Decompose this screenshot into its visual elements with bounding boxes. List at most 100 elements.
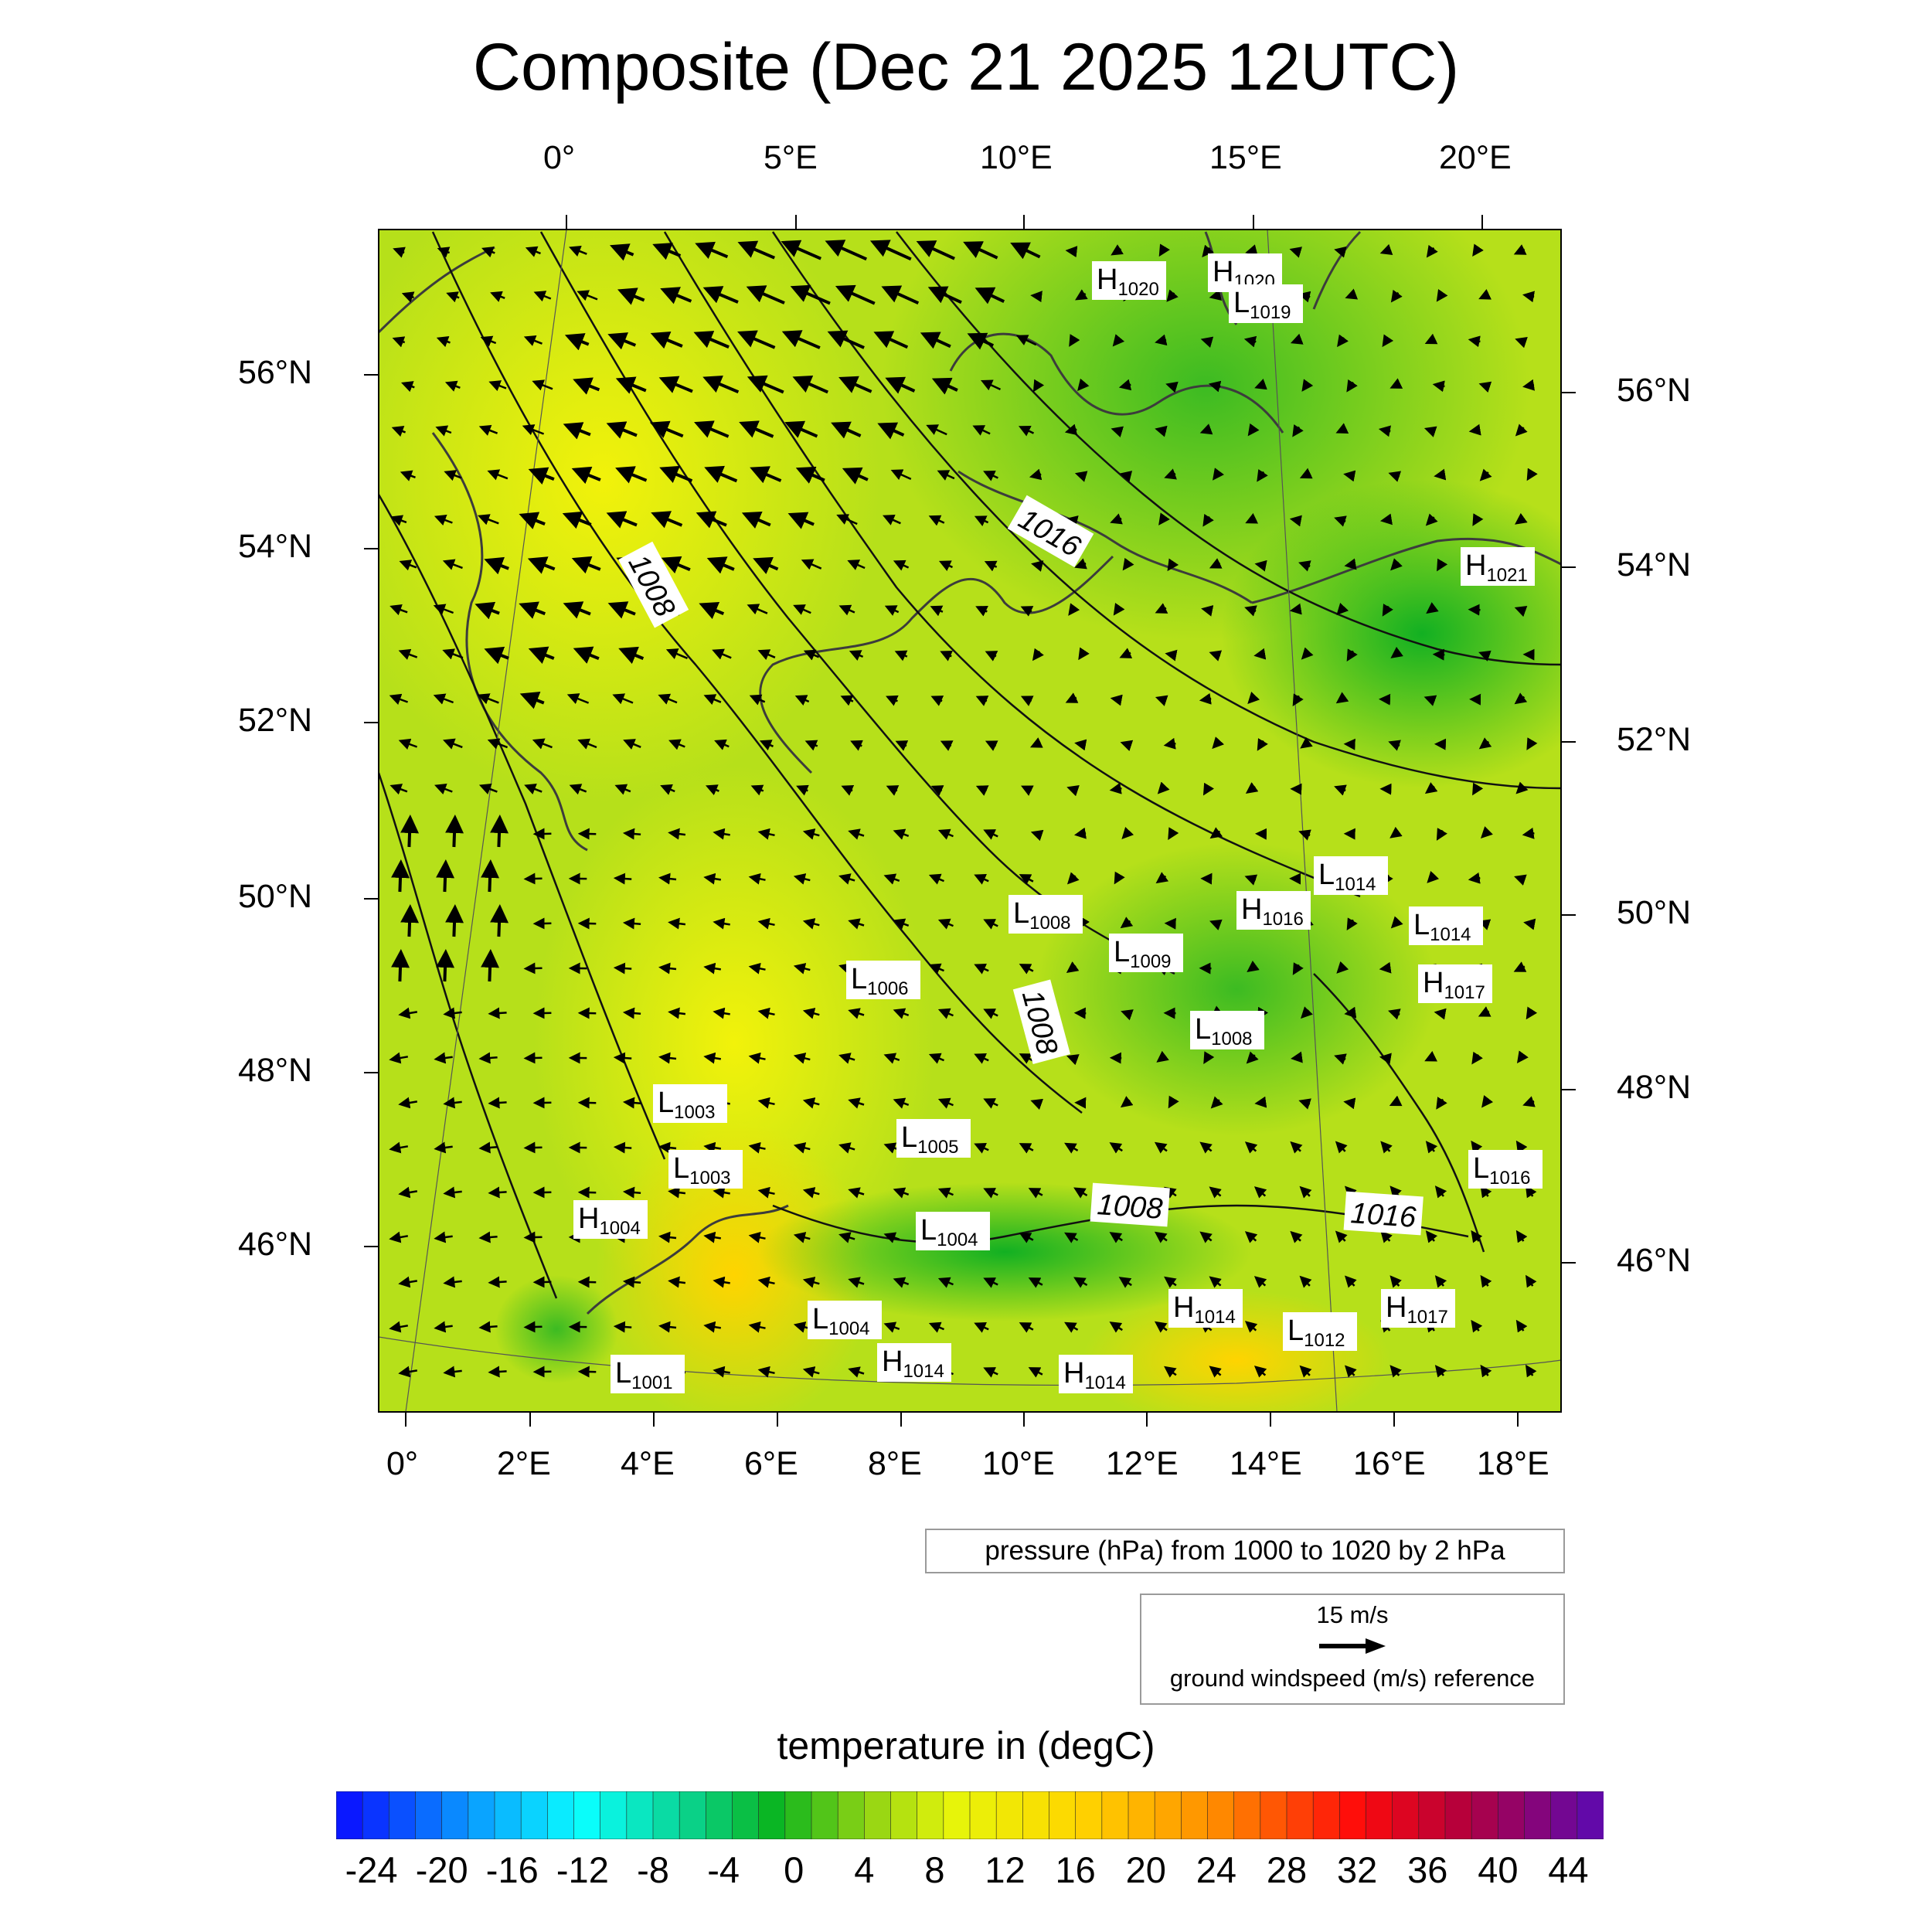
pressure-center-label: L1006	[846, 961, 920, 999]
wind-arrow	[1292, 962, 1304, 975]
wind-arrow	[400, 904, 420, 937]
wind-arrow	[881, 285, 920, 305]
wind-arrow	[748, 872, 766, 885]
wind-arrow	[984, 560, 998, 572]
colorbar-bin	[441, 1791, 469, 1839]
colorbar-bin	[547, 1791, 575, 1839]
wind-arrow	[713, 1186, 730, 1199]
svg-text:L1003: L1003	[673, 1152, 731, 1189]
right-lat-label: 52°N	[1617, 721, 1692, 758]
wind-arrow	[827, 330, 865, 349]
wind-arrow	[1390, 289, 1403, 303]
wind-arrow	[928, 1321, 944, 1333]
wind-arrow	[1480, 1364, 1492, 1378]
wind-arrow	[1110, 513, 1123, 525]
svg-text:H1017: H1017	[1423, 967, 1485, 1003]
map-title: Composite (Dec 21 2025 12UTC)	[472, 30, 1460, 104]
colorbar-bin	[890, 1791, 918, 1839]
left-lat-label: 52°N	[238, 702, 313, 739]
wind-arrow	[1468, 872, 1481, 884]
wind-arrow	[983, 1188, 998, 1199]
wind-arrow	[1020, 696, 1034, 706]
wind-arrow	[484, 556, 509, 575]
wind-arrow	[1122, 557, 1134, 571]
wind-arrow	[1154, 1321, 1168, 1333]
wind-arrow	[1120, 917, 1134, 929]
pressure-center-label: H1014	[1168, 1289, 1243, 1328]
colorbar-bin	[864, 1791, 892, 1839]
colorbar-tick-label: 0	[784, 1849, 804, 1890]
colorbar-bin	[732, 1791, 760, 1839]
wind-arrow	[571, 466, 601, 485]
wind-arrow	[1066, 515, 1079, 527]
wind-arrow	[793, 604, 811, 615]
wind-arrow	[757, 828, 775, 840]
wind-arrow	[1199, 692, 1212, 705]
wind-arrow	[1478, 737, 1492, 750]
wind-arrow	[1344, 1006, 1357, 1019]
wind-arrow	[443, 1366, 462, 1378]
wind-arrow	[1380, 1141, 1393, 1154]
wind-arrow	[1199, 1141, 1213, 1154]
wind-arrow	[563, 422, 591, 440]
colorbar-tick-label: 44	[1548, 1849, 1589, 1890]
wind-arrow	[668, 1276, 686, 1288]
wind-arrow	[1432, 380, 1445, 393]
wind-arrow	[389, 1141, 409, 1154]
wind-arrow	[1427, 870, 1440, 883]
pressure-center-label: L1009	[1109, 934, 1183, 972]
wind-arrow	[1066, 872, 1080, 885]
colorbar-bin	[415, 1791, 443, 1839]
wind-arrow	[606, 511, 638, 529]
colorbar-bin	[362, 1791, 390, 1839]
wind-arrow	[985, 740, 998, 751]
wind-arrow	[1157, 781, 1170, 794]
wind-arrow	[488, 1276, 507, 1288]
wind-arrow	[1163, 737, 1176, 750]
wind-arrow	[1480, 1274, 1492, 1288]
colorbar-bin	[1312, 1791, 1341, 1839]
colorbar-title: temperature in (degC)	[777, 1724, 1155, 1767]
wind-arrow	[1379, 513, 1393, 526]
wind-arrow	[983, 829, 998, 840]
wind-arrow	[873, 331, 909, 349]
colorbar-bin	[784, 1791, 812, 1839]
wind-arrow	[1165, 381, 1179, 393]
pressure-legend-box: pressure (hPa) from 1000 to 1020 by 2 hP…	[925, 1529, 1565, 1573]
colorbar-bin	[758, 1791, 786, 1839]
wind-arrow	[1344, 558, 1357, 570]
wind-arrow	[869, 240, 912, 261]
wind-arrow	[695, 241, 729, 259]
wind-arrow	[1424, 1050, 1437, 1062]
wind-arrow	[1389, 826, 1403, 838]
wind-arrow	[893, 560, 910, 571]
wind-arrow	[1522, 1096, 1536, 1107]
wind-arrow	[612, 693, 634, 705]
wind-arrow	[713, 917, 730, 930]
wind-arrow	[1246, 1051, 1259, 1064]
pressure-center-label: L1001	[611, 1355, 685, 1393]
wind-arrow	[757, 1007, 775, 1019]
wind-arrow	[877, 422, 905, 440]
wind-arrow	[802, 1008, 820, 1019]
pressure-center-label: H1014	[877, 1343, 951, 1382]
wind-arrow	[1111, 244, 1124, 256]
wind-arrow	[442, 648, 464, 660]
wind-arrow	[1244, 1231, 1258, 1243]
wind-arrow	[532, 379, 553, 391]
wind-arrow	[748, 1321, 766, 1333]
colorbar-bin	[679, 1791, 707, 1839]
wind-arrow	[490, 291, 505, 302]
svg-text:L1006: L1006	[851, 963, 909, 999]
wind-reference-value: 15 m/s	[1316, 1601, 1389, 1628]
colorbar-bin	[1049, 1791, 1077, 1839]
right-lat-label: 48°N	[1617, 1069, 1692, 1106]
wind-arrow	[1346, 648, 1358, 662]
colorbar-tick-label: 8	[924, 1849, 945, 1890]
wind-arrow	[1298, 291, 1311, 303]
right-lat-label: 54°N	[1617, 546, 1692, 583]
svg-text:L1004: L1004	[920, 1214, 978, 1250]
wind-arrow	[1154, 1231, 1168, 1243]
wind-arrow	[1525, 1274, 1537, 1288]
wind-arrow	[1113, 603, 1125, 616]
